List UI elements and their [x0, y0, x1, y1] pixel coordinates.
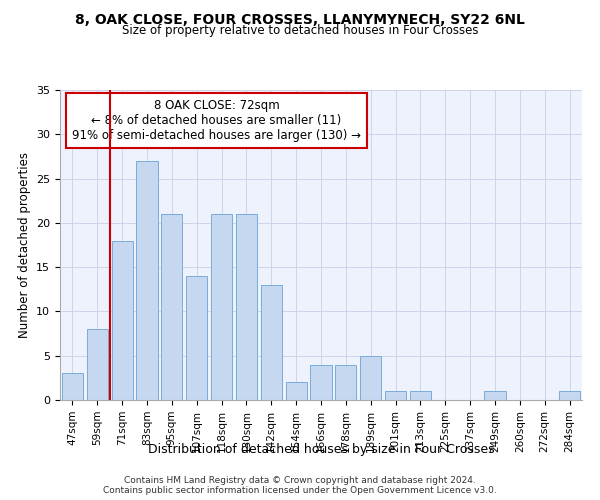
Bar [236, 214, 257, 400]
Bar [62, 374, 83, 400]
Bar [484, 391, 506, 400]
Bar [335, 364, 356, 400]
Bar [87, 329, 108, 400]
Text: Contains public sector information licensed under the Open Government Licence v3: Contains public sector information licen… [103, 486, 497, 495]
Bar [136, 161, 158, 400]
Bar [112, 240, 133, 400]
Bar [410, 391, 431, 400]
Bar [211, 214, 232, 400]
Bar [385, 391, 406, 400]
Bar [310, 364, 332, 400]
Bar [360, 356, 381, 400]
Text: 8 OAK CLOSE: 72sqm
← 8% of detached houses are smaller (11)
91% of semi-detached: 8 OAK CLOSE: 72sqm ← 8% of detached hous… [72, 100, 361, 142]
Y-axis label: Number of detached properties: Number of detached properties [17, 152, 31, 338]
Text: 8, OAK CLOSE, FOUR CROSSES, LLANYMYNECH, SY22 6NL: 8, OAK CLOSE, FOUR CROSSES, LLANYMYNECH,… [75, 12, 525, 26]
Bar [286, 382, 307, 400]
Text: Contains HM Land Registry data © Crown copyright and database right 2024.: Contains HM Land Registry data © Crown c… [124, 476, 476, 485]
Text: Size of property relative to detached houses in Four Crosses: Size of property relative to detached ho… [122, 24, 478, 37]
Bar [186, 276, 207, 400]
Bar [161, 214, 182, 400]
Bar [559, 391, 580, 400]
Text: Distribution of detached houses by size in Four Crosses: Distribution of detached houses by size … [148, 442, 494, 456]
Bar [261, 285, 282, 400]
